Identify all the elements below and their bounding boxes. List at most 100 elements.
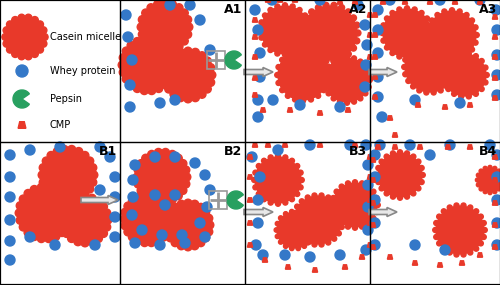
Circle shape	[206, 221, 214, 229]
Circle shape	[312, 193, 317, 198]
Wedge shape	[13, 90, 30, 108]
Circle shape	[326, 195, 331, 200]
Circle shape	[416, 159, 421, 164]
Circle shape	[478, 241, 484, 246]
Circle shape	[322, 78, 327, 82]
Polygon shape	[252, 143, 258, 147]
Circle shape	[206, 64, 214, 72]
Circle shape	[497, 187, 500, 191]
Circle shape	[142, 9, 150, 17]
Circle shape	[2, 34, 9, 40]
Circle shape	[150, 152, 160, 162]
Polygon shape	[368, 243, 372, 247]
Circle shape	[447, 250, 452, 255]
Circle shape	[81, 239, 89, 247]
Bar	[0, 0, 120, 142]
Bar	[245, 142, 370, 284]
Circle shape	[442, 209, 446, 214]
Circle shape	[482, 227, 487, 233]
Circle shape	[90, 171, 98, 179]
Circle shape	[346, 51, 352, 57]
Circle shape	[253, 170, 258, 175]
Circle shape	[162, 221, 170, 229]
Polygon shape	[380, 0, 386, 4]
Circle shape	[139, 154, 185, 200]
Circle shape	[125, 80, 135, 90]
Bar	[120, 0, 245, 142]
Circle shape	[363, 225, 373, 235]
Circle shape	[105, 152, 115, 162]
Circle shape	[316, 93, 320, 98]
Polygon shape	[492, 15, 498, 19]
Circle shape	[133, 173, 141, 181]
Polygon shape	[438, 263, 442, 267]
Circle shape	[140, 192, 148, 200]
Circle shape	[202, 208, 209, 216]
Circle shape	[36, 46, 44, 53]
Circle shape	[435, 0, 445, 5]
Circle shape	[62, 195, 70, 203]
Circle shape	[479, 86, 484, 91]
Circle shape	[121, 222, 129, 230]
Circle shape	[316, 55, 322, 61]
Circle shape	[15, 209, 23, 217]
Polygon shape	[388, 116, 392, 120]
Circle shape	[32, 17, 38, 24]
Polygon shape	[372, 95, 378, 99]
Circle shape	[323, 2, 329, 8]
Circle shape	[278, 240, 283, 244]
Polygon shape	[442, 105, 448, 109]
Circle shape	[134, 84, 141, 92]
Circle shape	[268, 95, 278, 105]
Polygon shape	[318, 111, 322, 115]
Bar	[0, 0, 120, 142]
Circle shape	[162, 78, 170, 86]
Circle shape	[137, 225, 147, 235]
Circle shape	[304, 45, 310, 51]
Circle shape	[335, 250, 345, 260]
Polygon shape	[338, 0, 342, 4]
Polygon shape	[402, 0, 407, 4]
FancyArrow shape	[81, 196, 118, 205]
Circle shape	[294, 196, 342, 244]
Polygon shape	[368, 198, 372, 202]
Circle shape	[155, 240, 165, 250]
Polygon shape	[360, 255, 364, 259]
Circle shape	[308, 9, 314, 15]
Circle shape	[283, 200, 288, 205]
Circle shape	[154, 193, 162, 201]
Circle shape	[256, 192, 262, 196]
Circle shape	[452, 54, 456, 59]
Circle shape	[164, 57, 172, 65]
Circle shape	[428, 38, 433, 43]
Circle shape	[259, 20, 264, 25]
Circle shape	[120, 215, 128, 223]
Circle shape	[404, 55, 409, 60]
Circle shape	[430, 18, 434, 23]
Circle shape	[134, 38, 141, 46]
Polygon shape	[446, 145, 450, 149]
Circle shape	[322, 87, 326, 93]
Circle shape	[90, 240, 100, 250]
Circle shape	[127, 210, 137, 220]
Circle shape	[205, 185, 215, 195]
Circle shape	[434, 221, 439, 225]
Circle shape	[3, 40, 10, 47]
Circle shape	[346, 181, 350, 186]
Circle shape	[360, 224, 364, 229]
Circle shape	[332, 199, 336, 204]
Circle shape	[438, 41, 443, 46]
Circle shape	[474, 246, 478, 251]
Circle shape	[374, 196, 379, 200]
Circle shape	[310, 234, 314, 239]
Circle shape	[6, 46, 14, 53]
Circle shape	[128, 175, 138, 185]
Circle shape	[335, 102, 345, 112]
Circle shape	[282, 52, 288, 57]
Circle shape	[339, 225, 344, 229]
Polygon shape	[368, 175, 372, 179]
Polygon shape	[492, 96, 498, 100]
Circle shape	[24, 229, 32, 237]
Circle shape	[275, 72, 280, 78]
Circle shape	[195, 15, 205, 25]
